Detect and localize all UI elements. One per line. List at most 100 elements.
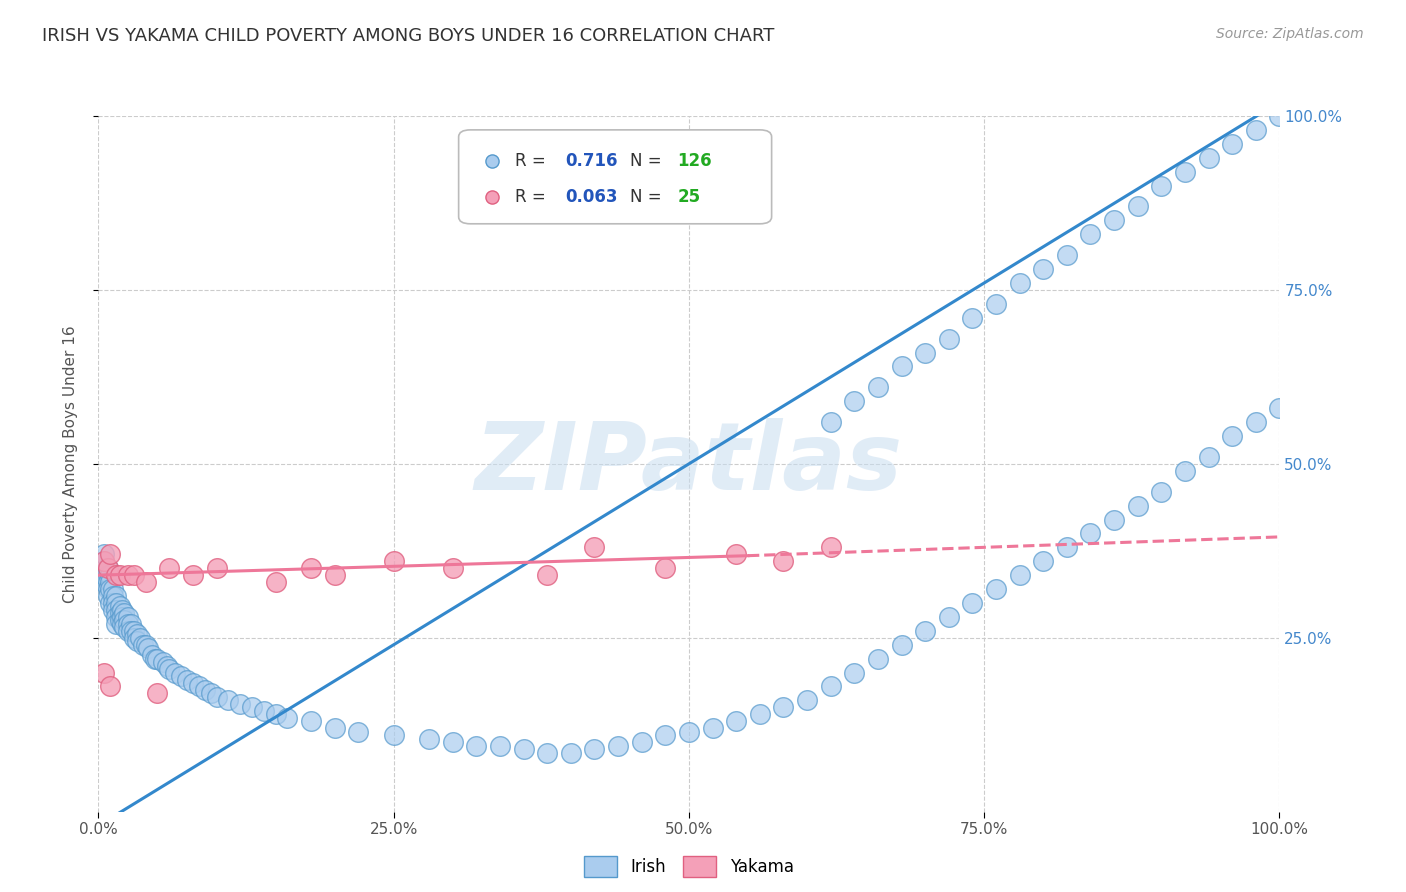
Point [108,607,131,621]
Point [156,658,179,673]
Point [264,707,287,722]
Point [105,616,128,631]
Text: 25: 25 [678,188,700,206]
Point [157,561,180,575]
Text: R =: R = [516,188,551,206]
Point [441,561,464,575]
Point [914,345,936,359]
Point [121,624,143,638]
Point [98,547,121,561]
Point [141,648,163,662]
Point [205,690,228,704]
Point [914,624,936,638]
Point [205,561,228,575]
Point [1008,568,1031,582]
Point [725,714,748,729]
Point [772,554,794,568]
Point [702,721,724,735]
Point [347,724,370,739]
Point [1150,484,1173,499]
Point [97,561,120,575]
Point [276,711,298,725]
Point [152,655,174,669]
Point [194,683,217,698]
Point [630,735,652,749]
Point [323,721,346,735]
Point [108,599,131,614]
Point [1126,199,1149,213]
Point [105,589,128,603]
Point [181,568,204,582]
Point [122,568,145,582]
Point [135,638,157,652]
Point [101,589,124,603]
Point [98,596,121,610]
Point [299,714,322,729]
Point [678,724,700,739]
Point [135,575,157,590]
Point [200,686,222,700]
Point [117,624,139,638]
Point [1032,262,1054,277]
Point [93,554,115,568]
Point [481,153,503,168]
Point [253,704,276,718]
Point [1174,164,1197,178]
FancyBboxPatch shape [458,130,772,224]
Point [938,610,960,624]
Point [98,568,121,582]
Point [299,561,322,575]
Text: ZIPatlas: ZIPatlas [475,417,903,510]
Point [240,700,263,714]
Text: 0.063: 0.063 [565,188,617,206]
Point [536,746,558,760]
Point [97,568,120,582]
Point [1174,464,1197,478]
Point [117,610,139,624]
Point [1032,554,1054,568]
Point [187,680,209,694]
Point [121,616,143,631]
Point [820,541,842,555]
Text: Source: ZipAtlas.com: Source: ZipAtlas.com [1216,27,1364,41]
Text: N =: N = [630,152,666,169]
Point [1056,541,1078,555]
Point [984,297,1007,311]
Point [105,596,128,610]
Point [1244,415,1267,429]
Point [938,332,960,346]
Point [229,697,252,711]
Point [654,561,676,575]
Text: R =: R = [516,152,551,169]
Point [890,359,912,374]
Point [112,614,135,628]
Point [1008,276,1031,290]
Point [101,582,124,596]
Point [1150,178,1173,193]
Point [1198,450,1220,464]
Point [1220,136,1243,151]
Point [93,554,115,568]
Point [844,394,866,409]
Legend: Irish, Yakama: Irish, Yakama [578,850,800,883]
Point [725,547,748,561]
Point [323,568,346,582]
Point [181,676,204,690]
Point [105,568,128,582]
Point [93,575,115,590]
Point [93,547,115,561]
Point [132,638,155,652]
Point [890,638,912,652]
Point [583,742,606,756]
Point [1056,248,1078,262]
Text: N =: N = [630,188,666,206]
Text: 126: 126 [678,152,711,169]
Point [157,662,180,676]
Point [93,568,115,582]
Point [97,589,120,603]
Point [1102,512,1125,526]
Point [170,669,193,683]
Point [772,700,794,714]
Point [1080,526,1102,541]
Point [93,665,115,680]
